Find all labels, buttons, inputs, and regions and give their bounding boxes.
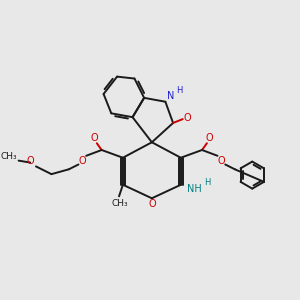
Text: O: O <box>218 156 225 166</box>
Text: O: O <box>148 199 156 209</box>
Text: CH₃: CH₃ <box>1 152 17 161</box>
Text: O: O <box>79 156 86 166</box>
Text: O: O <box>206 134 214 143</box>
Text: O: O <box>184 113 191 123</box>
Text: H: H <box>176 85 182 94</box>
Text: H: H <box>204 178 210 187</box>
Text: O: O <box>90 134 98 143</box>
Text: O: O <box>26 156 34 166</box>
Text: CH₃: CH₃ <box>112 199 128 208</box>
Text: N: N <box>167 91 175 101</box>
Text: NH: NH <box>187 184 202 194</box>
